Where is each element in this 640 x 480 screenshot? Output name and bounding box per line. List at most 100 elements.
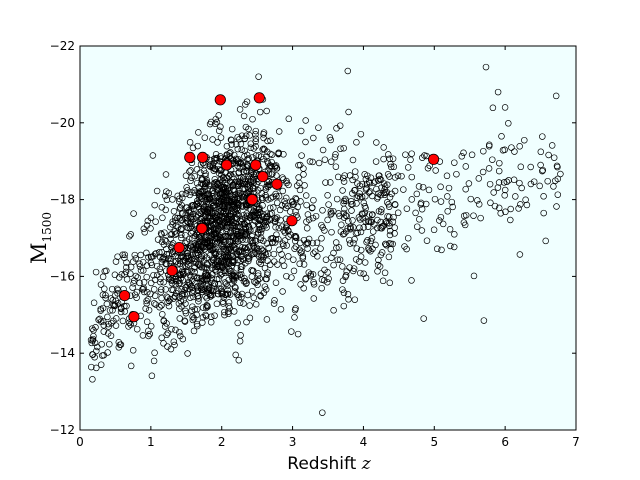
open-point — [350, 265, 358, 272]
open-point — [211, 280, 218, 287]
open-point — [550, 183, 557, 190]
axis-ticks: 0 1 2 3 4 5 6 7 −12 −14 −16 −18 −20 −22 — [50, 39, 580, 449]
open-point — [136, 260, 143, 268]
open-point — [214, 186, 222, 194]
open-point — [147, 259, 155, 267]
open-point — [197, 278, 205, 285]
open-point — [281, 237, 289, 244]
open-point — [430, 226, 438, 234]
open-point — [237, 270, 245, 278]
open-point — [324, 216, 331, 224]
open-point — [277, 306, 285, 313]
open-point — [400, 186, 407, 193]
open-point — [306, 158, 314, 165]
open-point — [189, 246, 196, 253]
open-point — [279, 288, 286, 295]
open-point — [201, 285, 209, 293]
open-point — [257, 292, 264, 299]
open-point — [123, 264, 130, 271]
open-point — [238, 293, 245, 301]
open-point — [302, 192, 310, 199]
open-point — [385, 253, 393, 261]
open-point — [97, 281, 105, 288]
open-point — [245, 225, 253, 233]
open-point — [217, 198, 225, 206]
open-point — [225, 196, 233, 204]
open-point — [157, 230, 165, 237]
open-point — [143, 297, 150, 305]
open-point — [217, 134, 225, 141]
open-point — [194, 142, 201, 150]
open-point — [554, 175, 562, 183]
open-point — [276, 206, 284, 214]
red-point — [184, 151, 196, 163]
open-point — [539, 133, 546, 140]
open-point — [253, 244, 261, 252]
x-tick-label: 7 — [572, 435, 580, 449]
open-point — [88, 325, 96, 332]
open-point — [224, 218, 232, 226]
open-point — [491, 202, 499, 210]
open-point — [489, 156, 496, 163]
open-point — [199, 314, 207, 321]
open-point — [111, 292, 119, 299]
open-point — [438, 246, 445, 254]
open-point — [92, 268, 100, 276]
open-point — [250, 242, 257, 250]
open-point — [207, 313, 215, 321]
open-point — [203, 240, 210, 247]
open-point — [199, 319, 206, 326]
open-point — [191, 268, 198, 276]
open-point — [89, 376, 96, 383]
open-point — [223, 142, 231, 150]
open-point — [537, 148, 545, 156]
open-point — [227, 171, 234, 178]
open-point — [193, 201, 201, 208]
open-point — [351, 187, 358, 194]
open-point — [162, 171, 170, 178]
open-point — [437, 183, 444, 191]
open-point — [130, 210, 137, 217]
open-point — [289, 201, 296, 209]
open-point — [222, 179, 229, 187]
open-point — [220, 193, 227, 200]
open-point — [321, 277, 328, 284]
open-point — [151, 250, 159, 258]
open-point — [475, 175, 483, 182]
open-point — [383, 199, 391, 206]
open-point — [523, 201, 531, 209]
open-point — [342, 272, 350, 279]
open-point — [416, 216, 423, 223]
open-point — [220, 197, 228, 204]
open-point — [391, 201, 399, 208]
open-point — [96, 315, 103, 323]
open-point — [297, 127, 305, 135]
open-point — [373, 185, 380, 193]
open-point — [542, 237, 549, 245]
open-point — [223, 219, 231, 226]
open-point — [102, 291, 109, 299]
open-point — [168, 277, 176, 285]
open-point — [356, 182, 364, 189]
x-tick-label: 6 — [501, 435, 509, 449]
open-point — [467, 195, 475, 203]
open-point — [508, 144, 515, 151]
open-point — [227, 247, 235, 254]
open-point — [350, 239, 357, 247]
open-point — [357, 228, 365, 236]
open-point — [386, 279, 394, 287]
open-point — [381, 191, 388, 199]
open-point — [133, 325, 141, 333]
open-point — [270, 204, 277, 211]
open-point — [403, 205, 411, 212]
open-point — [367, 247, 374, 255]
open-point — [336, 256, 344, 263]
open-point — [208, 258, 215, 266]
red-point — [253, 92, 265, 104]
open-point — [512, 193, 519, 200]
red-point — [197, 151, 209, 163]
open-point — [158, 334, 165, 342]
open-point — [554, 163, 561, 171]
open-point — [191, 172, 199, 180]
